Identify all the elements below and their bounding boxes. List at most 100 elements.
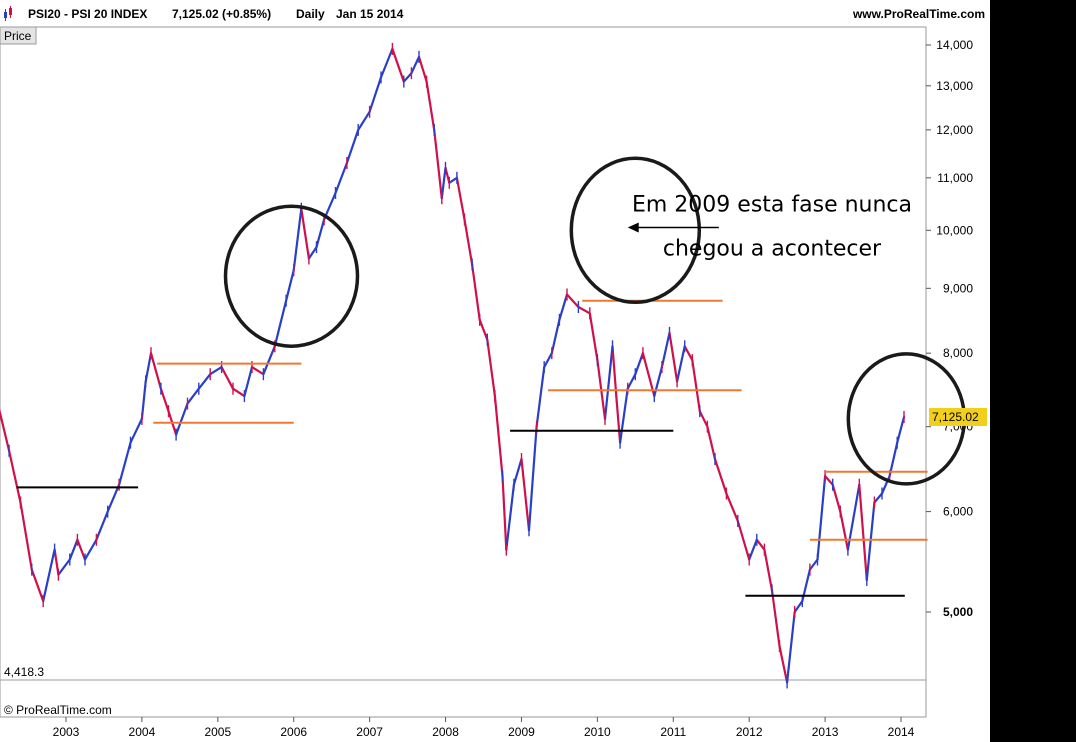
price-segment xyxy=(149,352,162,390)
price-segment xyxy=(748,538,758,561)
price-segment xyxy=(76,538,87,561)
annotation-arrow-head xyxy=(627,222,639,233)
price-segment xyxy=(471,263,481,321)
annotation-text: Em 2009 esta fase nunca xyxy=(632,192,912,217)
price-segment xyxy=(493,395,504,478)
price-segment xyxy=(558,293,569,321)
y-tick-label: 12,000 xyxy=(936,123,973,137)
date-label: Jan 15 2014 xyxy=(336,7,404,21)
price-segment xyxy=(117,441,132,486)
price-segment xyxy=(30,568,45,603)
price-segment xyxy=(512,458,523,486)
price-segment xyxy=(839,510,850,551)
price-segment xyxy=(588,312,599,362)
price-segment xyxy=(417,55,428,83)
period-label: Daily xyxy=(296,7,325,21)
price-segment xyxy=(433,128,443,200)
price-segment xyxy=(0,408,11,452)
y-axis: 14,000 13,000 12,000 11,000 10,000 9,000 8,000… xyxy=(926,38,973,619)
x-tick-label: 2011 xyxy=(660,725,686,739)
price-segment xyxy=(577,305,591,315)
price-segment xyxy=(19,501,33,571)
price-segment xyxy=(660,331,671,369)
price-segment xyxy=(448,176,458,184)
price-segment xyxy=(816,475,827,561)
price-segment xyxy=(641,352,656,398)
price-segment xyxy=(425,80,436,131)
price-segment xyxy=(770,589,781,648)
right-margin-panel xyxy=(990,0,1076,742)
price-segment xyxy=(83,538,98,561)
x-tick-label: 2005 xyxy=(204,725,231,739)
y-tick-label: 11,000 xyxy=(937,171,973,185)
price-segment xyxy=(402,72,413,83)
price-segment xyxy=(175,402,189,436)
price-panel-tab[interactable]: Price xyxy=(0,26,37,45)
price-segment xyxy=(683,345,694,362)
price-segment xyxy=(368,76,383,113)
price-segment xyxy=(455,176,466,221)
price-segment xyxy=(285,269,295,302)
price-segment xyxy=(626,373,637,390)
y-tick-label: 6,000 xyxy=(943,505,973,519)
price-segment xyxy=(315,218,326,249)
price-segment xyxy=(543,352,553,369)
support-resistance-lines xyxy=(16,299,928,597)
price-segment xyxy=(865,501,876,582)
price-segment xyxy=(603,345,614,420)
price-segment xyxy=(159,387,170,413)
price-segment xyxy=(140,380,147,420)
price-segment xyxy=(611,345,618,398)
last-value-badge: 7,125.02 xyxy=(929,408,987,426)
price-segment xyxy=(691,359,701,413)
price-segment xyxy=(220,366,235,390)
plot-area xyxy=(0,26,927,718)
price-segment xyxy=(334,161,348,195)
price-segment xyxy=(42,548,56,603)
x-tick-label: 2010 xyxy=(584,725,611,739)
min-value-label: 4,418.3 xyxy=(4,665,44,679)
y-tick-label: 8,000 xyxy=(943,346,973,360)
price-segment xyxy=(273,299,288,348)
last-quote: 7,125.02 (+0.85%) xyxy=(172,7,271,21)
price-segment xyxy=(243,366,254,398)
price-segment xyxy=(292,207,303,272)
x-tick-label: 2003 xyxy=(53,725,80,739)
y-tick-label: 10,000 xyxy=(936,223,973,237)
price-segment xyxy=(501,475,508,551)
price-segment xyxy=(846,483,861,551)
price-segment xyxy=(808,558,819,571)
price-segment xyxy=(778,644,789,684)
price-segment xyxy=(391,47,405,83)
price-series xyxy=(0,42,906,689)
candlestick-icon xyxy=(4,6,12,21)
price-segment xyxy=(520,458,531,532)
price-segment xyxy=(307,246,318,260)
price-segment xyxy=(535,366,546,428)
highlight-circle xyxy=(223,204,360,348)
price-segment xyxy=(262,345,276,376)
price-segment xyxy=(725,492,739,523)
price-segment xyxy=(698,410,709,428)
last-value-label: 7,125.02 xyxy=(932,410,979,424)
price-segment xyxy=(129,417,143,444)
price-segment xyxy=(785,610,796,684)
price-segment xyxy=(379,47,394,79)
annotation-text: chegou a acontecer xyxy=(663,237,882,262)
price-segment xyxy=(793,599,804,614)
price-segment xyxy=(106,483,121,513)
annotations: Em 2009 esta fase nunca chegou a acontece… xyxy=(627,192,912,262)
price-panel-label: Price xyxy=(4,29,32,43)
price-segment xyxy=(8,449,22,504)
price-segment xyxy=(197,373,212,390)
price-segment xyxy=(486,338,496,398)
price-segment xyxy=(880,475,891,495)
price-segment xyxy=(57,558,71,576)
price-segment xyxy=(873,492,884,504)
y-tick-label: 14,000 xyxy=(936,38,973,52)
price-segment xyxy=(345,128,360,165)
price-segment xyxy=(675,345,686,383)
highlight-circles xyxy=(223,156,967,486)
x-tick-label: 2009 xyxy=(508,725,535,739)
price-segment xyxy=(250,366,265,376)
